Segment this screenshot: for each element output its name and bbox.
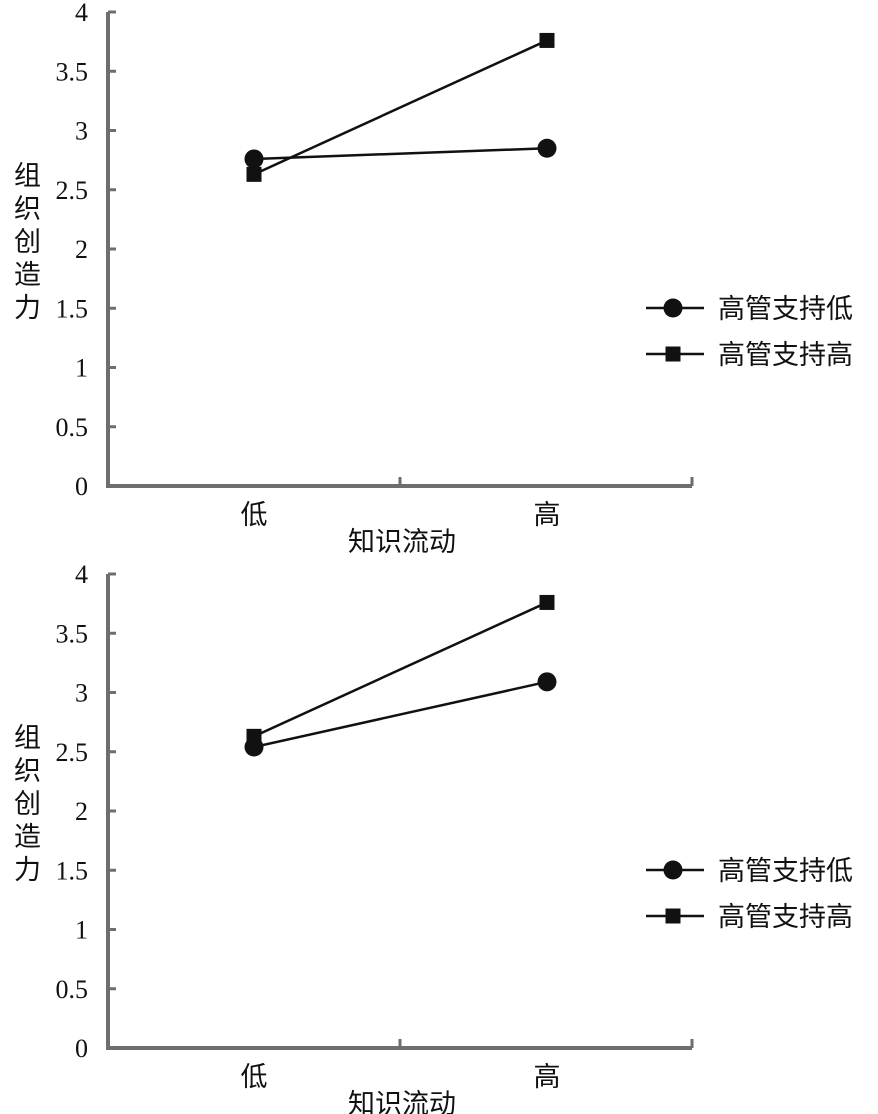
data-point-series-2-高: [539, 32, 555, 48]
y-tick-label: 0.5: [56, 975, 89, 1004]
legend-marker-2: [665, 346, 681, 362]
legend-label-2: 高管支持高: [718, 340, 853, 371]
y-tick-label: 3.5: [56, 619, 89, 648]
y-tick-label: 0.5: [56, 413, 89, 442]
y-axis-title-char: 造: [14, 260, 41, 291]
series-line-1: [253, 147, 548, 161]
legend-label-1: 高管支持低: [718, 294, 853, 325]
data-point-series-2-高: [539, 594, 555, 610]
y-tick-label: 3: [75, 679, 88, 708]
y-tick-label: 1.5: [56, 856, 89, 885]
x-axis-title: 知识流动: [348, 1089, 456, 1114]
y-tick-label: 2: [75, 797, 88, 826]
x-category-label: 低: [241, 500, 268, 531]
y-axis-title-char: 组: [14, 161, 41, 192]
y-tick-label: 1: [75, 916, 88, 945]
y-tick-label: 2.5: [56, 738, 89, 767]
y-tick-label: 2: [75, 235, 88, 264]
series-line-2: [253, 39, 548, 176]
y-tick-label: 0: [75, 1034, 88, 1063]
legend-label-2: 高管支持高: [718, 902, 853, 933]
series-line-1: [253, 680, 548, 749]
y-axis-title-char: 组: [14, 723, 41, 754]
y-axis-title-char: 织: [14, 756, 41, 787]
data-point-series-1-高: [537, 672, 557, 692]
y-tick-label: 4: [75, 0, 88, 27]
x-axis-title: 知识流动: [348, 527, 456, 558]
y-tick-label: 1.5: [56, 294, 89, 323]
legend-marker-1: [663, 860, 683, 880]
legend-marker-2: [665, 908, 681, 924]
data-point-series-1-低: [244, 149, 264, 169]
legend-label-1: 高管支持低: [718, 856, 853, 887]
x-category-label: 高: [534, 1062, 561, 1093]
y-tick-label: 3.5: [56, 57, 89, 86]
y-axis-title-char: 造: [14, 822, 41, 853]
y-tick-label: 0: [75, 472, 88, 501]
data-point-series-2-低: [246, 166, 262, 182]
x-category-label: 低: [241, 1062, 268, 1093]
y-tick-label: 4: [75, 560, 88, 589]
y-axis-title-char: 创: [14, 789, 41, 820]
legend-marker-1: [663, 298, 683, 318]
series-line-2: [253, 601, 548, 738]
y-tick-label: 3: [75, 117, 88, 146]
y-tick-label: 1: [75, 354, 88, 383]
y-axis-title-char: 力: [14, 855, 41, 886]
y-axis-title-char: 织: [14, 194, 41, 225]
y-tick-label: 2.5: [56, 176, 89, 205]
y-axis-title-char: 创: [14, 227, 41, 258]
y-axis-title-char: 力: [14, 293, 41, 324]
data-point-series-1-高: [537, 138, 557, 158]
y-axis-title: 组织创造力: [14, 161, 41, 324]
x-category-label: 高: [534, 500, 561, 531]
data-point-series-2-低: [246, 728, 262, 744]
y-axis-title: 组织创造力: [14, 723, 41, 886]
